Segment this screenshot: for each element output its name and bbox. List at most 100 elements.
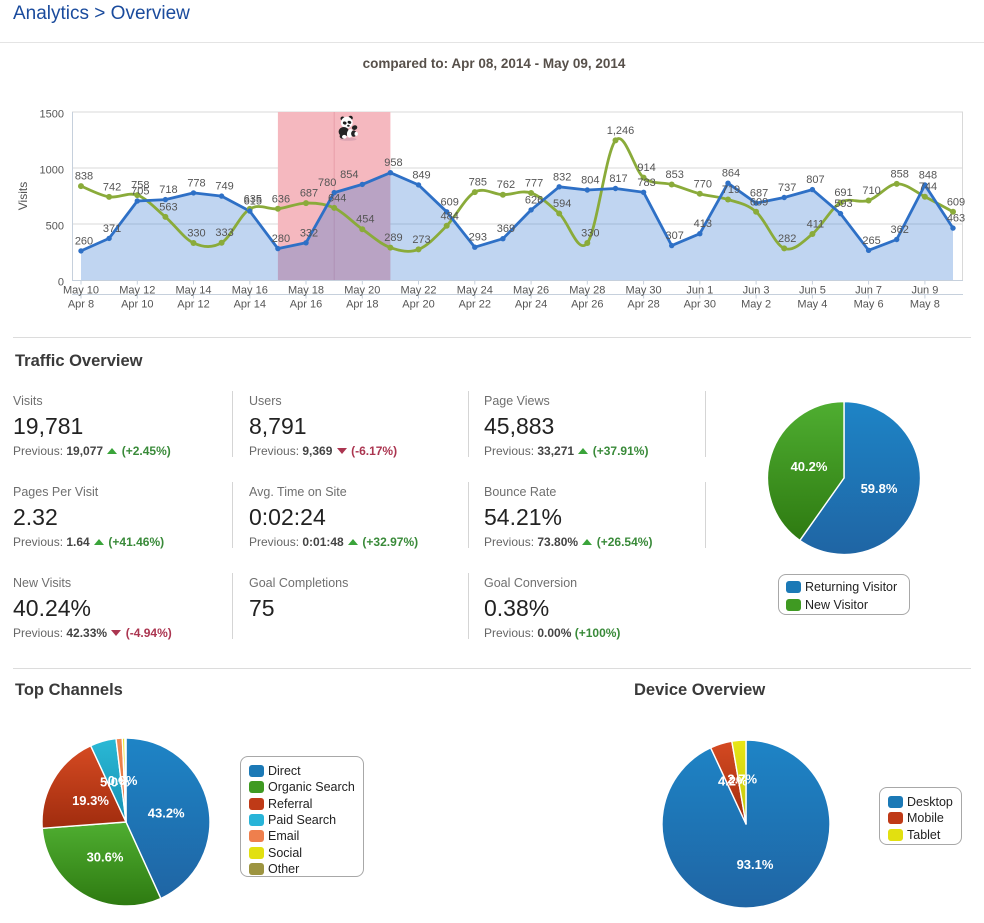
svg-text:333: 333 [215, 227, 233, 239]
svg-text:744: 744 [919, 181, 937, 193]
svg-text:636: 636 [272, 193, 290, 205]
svg-text:May 4: May 4 [797, 299, 827, 311]
svg-text:853: 853 [666, 169, 684, 181]
svg-text:330: 330 [187, 228, 205, 240]
svg-text:4.2%: 4.2% [718, 774, 748, 789]
svg-text:Apr 8: Apr 8 [68, 299, 94, 311]
svg-text:737: 737 [778, 182, 796, 194]
svg-text:2.7%: 2.7% [727, 772, 757, 787]
svg-text:593: 593 [834, 198, 852, 210]
svg-text:Apr 10: Apr 10 [121, 299, 153, 311]
svg-text:804: 804 [581, 175, 599, 187]
svg-text:563: 563 [159, 201, 177, 213]
svg-text:858: 858 [891, 168, 909, 180]
svg-text:May 2: May 2 [741, 299, 771, 311]
svg-text:687: 687 [750, 188, 768, 200]
svg-text:454: 454 [356, 214, 374, 226]
svg-text:500: 500 [46, 221, 64, 233]
svg-text:958: 958 [384, 157, 402, 169]
svg-text:Apr 16: Apr 16 [290, 299, 322, 311]
svg-text:371: 371 [103, 223, 121, 235]
svg-text:May 10: May 10 [63, 285, 99, 297]
svg-text:807: 807 [806, 174, 824, 186]
svg-text:369: 369 [497, 223, 515, 235]
svg-text:May 28: May 28 [569, 285, 605, 297]
svg-text:718: 718 [159, 184, 177, 196]
svg-text:Apr 18: Apr 18 [346, 299, 378, 311]
svg-text:330: 330 [581, 228, 599, 240]
svg-text:293: 293 [469, 232, 487, 244]
svg-text:260: 260 [75, 235, 93, 247]
svg-text:30.6%: 30.6% [87, 849, 124, 864]
svg-text:Apr 14: Apr 14 [234, 299, 266, 311]
svg-text:749: 749 [215, 181, 233, 193]
svg-text:0.9%: 0.9% [108, 773, 138, 788]
svg-text:May 18: May 18 [288, 285, 324, 297]
svg-text:914: 914 [637, 162, 655, 174]
svg-text:849: 849 [412, 169, 430, 181]
svg-text:93.1%: 93.1% [737, 857, 774, 872]
svg-text:832: 832 [553, 171, 571, 183]
svg-text:59.8%: 59.8% [861, 481, 898, 496]
svg-text:Jun 9: Jun 9 [911, 285, 938, 297]
svg-text:265: 265 [862, 235, 880, 247]
svg-text:484: 484 [441, 210, 459, 222]
svg-text:770: 770 [694, 178, 712, 190]
svg-text:1,246: 1,246 [607, 125, 635, 137]
svg-text:0: 0 [58, 277, 64, 289]
svg-text:609: 609 [750, 196, 768, 208]
svg-text:742: 742 [103, 181, 121, 193]
svg-text:May 14: May 14 [175, 285, 211, 297]
svg-text:463: 463 [947, 213, 965, 225]
svg-text:May 20: May 20 [344, 285, 380, 297]
svg-text:Visits: Visits [16, 182, 30, 210]
svg-text:710: 710 [862, 185, 880, 197]
svg-text:May 8: May 8 [910, 299, 940, 311]
svg-text:609: 609 [947, 196, 965, 208]
svg-text:838: 838 [75, 171, 93, 183]
svg-text:May 6: May 6 [854, 299, 884, 311]
svg-text:40.2%: 40.2% [791, 459, 828, 474]
svg-text:Apr 24: Apr 24 [515, 299, 547, 311]
svg-text:411: 411 [807, 219, 825, 231]
svg-text:Apr 30: Apr 30 [684, 299, 716, 311]
svg-text:Apr 20: Apr 20 [402, 299, 434, 311]
svg-text:May 22: May 22 [400, 285, 436, 297]
svg-text:854: 854 [340, 169, 358, 181]
svg-text:280: 280 [272, 233, 290, 245]
svg-text:817: 817 [609, 173, 627, 185]
svg-text:282: 282 [778, 233, 796, 245]
svg-text:594: 594 [553, 198, 571, 210]
svg-text:43.2%: 43.2% [148, 805, 185, 820]
svg-text:719: 719 [722, 184, 740, 196]
svg-text:626: 626 [525, 194, 543, 206]
svg-text:615: 615 [244, 196, 262, 208]
svg-text:Apr 26: Apr 26 [571, 299, 603, 311]
svg-text:289: 289 [384, 232, 402, 244]
svg-text:May 16: May 16 [232, 285, 268, 297]
svg-text:1500: 1500 [40, 109, 64, 121]
svg-text:780: 780 [318, 177, 336, 189]
svg-text:785: 785 [469, 177, 487, 189]
svg-text:19.3%: 19.3% [72, 793, 109, 808]
svg-text:762: 762 [497, 179, 515, 191]
svg-text:Apr 12: Apr 12 [177, 299, 209, 311]
svg-text:362: 362 [891, 224, 909, 236]
svg-text:413: 413 [694, 218, 712, 230]
svg-text:May 26: May 26 [513, 285, 549, 297]
svg-text:635: 635 [244, 193, 262, 205]
svg-text:Jun 3: Jun 3 [743, 285, 770, 297]
svg-text:Jun 7: Jun 7 [855, 285, 882, 297]
svg-text:783: 783 [637, 177, 655, 189]
svg-text:609: 609 [441, 196, 459, 208]
svg-text:848: 848 [919, 170, 937, 182]
svg-text:777: 777 [525, 178, 543, 190]
svg-text:705: 705 [131, 186, 149, 198]
svg-text:Jun 5: Jun 5 [799, 285, 826, 297]
svg-text:273: 273 [412, 234, 430, 246]
svg-text:307: 307 [666, 230, 684, 242]
svg-text:Apr 22: Apr 22 [459, 299, 491, 311]
svg-text:May 24: May 24 [457, 285, 493, 297]
svg-text:May 12: May 12 [119, 285, 155, 297]
svg-text:May 30: May 30 [626, 285, 662, 297]
